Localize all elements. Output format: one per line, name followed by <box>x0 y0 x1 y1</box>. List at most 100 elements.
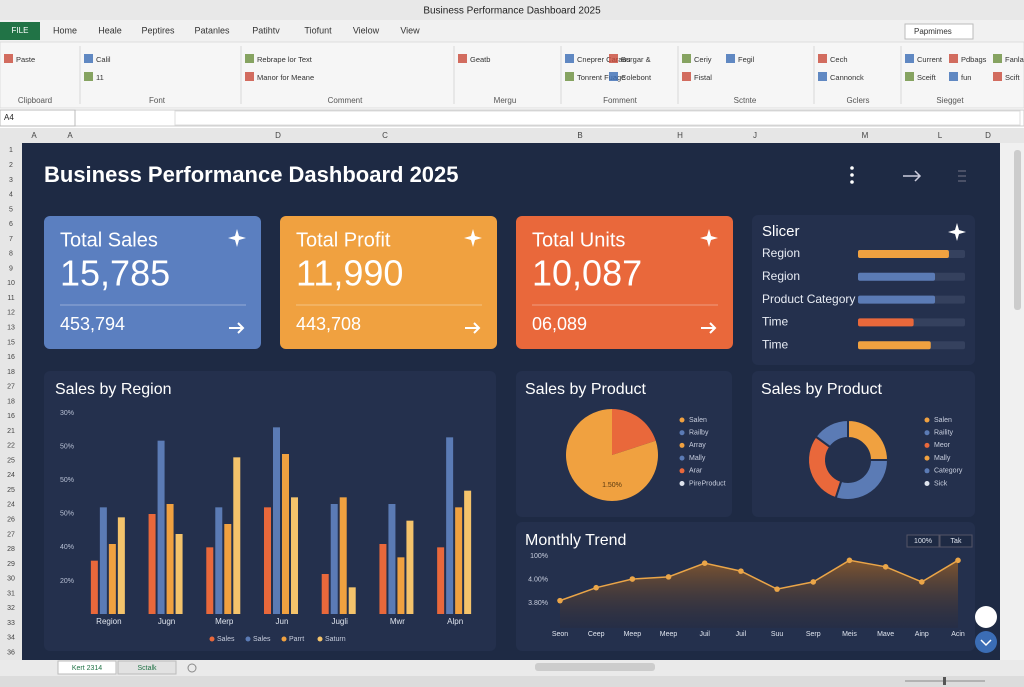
chart-button[interactable] <box>906 534 940 548</box>
menu-dot[interactable] <box>850 166 854 170</box>
ribbon-group-label: Gclers <box>846 96 869 105</box>
ribbon-icon[interactable] <box>609 72 618 81</box>
add-sheet[interactable] <box>187 663 197 673</box>
ribbon-tab: Vielow <box>353 25 380 35</box>
ribbon-icon[interactable] <box>565 72 574 81</box>
menu-dot[interactable] <box>850 173 854 177</box>
ribbon-icon[interactable] <box>682 72 691 81</box>
chart-button-label: 100% <box>914 538 932 545</box>
float-button[interactable] <box>975 606 997 628</box>
list-icon[interactable] <box>958 170 966 182</box>
float-button[interactable] <box>975 631 997 653</box>
kpi-arrow <box>465 322 481 334</box>
ribbon-group-label: Sctnte <box>734 96 757 105</box>
chart-button-label: Tak <box>951 538 962 545</box>
ribbon-icon[interactable] <box>993 54 1002 63</box>
y-tick-label: 3.80% <box>528 600 548 607</box>
x-tick-label: Juil <box>699 631 710 638</box>
legend-label: Parrt <box>289 636 304 643</box>
ribbon-button: Fistal <box>694 73 712 82</box>
legend-label: Sick <box>934 480 948 487</box>
column-header: D <box>985 131 991 140</box>
legend-label: Mally <box>689 455 706 462</box>
legend-swatch <box>924 455 930 461</box>
ribbon-button: Sceift <box>917 73 937 82</box>
row-header: 34 <box>7 635 15 642</box>
ribbon-icon[interactable] <box>905 54 914 63</box>
row-header: 25 <box>7 457 15 464</box>
bar <box>148 514 156 614</box>
trend-line <box>559 559 959 602</box>
ribbon-icon[interactable] <box>609 54 618 63</box>
sheet-tab[interactable] <box>117 660 177 675</box>
x-tick-label: Acin <box>951 631 965 638</box>
bar <box>464 490 472 614</box>
ribbon-button: Calil <box>96 55 111 64</box>
ribbon-icon[interactable] <box>993 72 1002 81</box>
ribbon-icon[interactable] <box>949 54 958 63</box>
x-tick-label: Juil <box>736 631 747 638</box>
legend-label: Saturn <box>325 636 346 643</box>
trend-point <box>665 574 672 580</box>
ribbon-group-label: Comment <box>328 96 363 105</box>
search-box[interactable] <box>904 23 974 40</box>
x-tick-label: Meep <box>624 631 642 638</box>
row-header: 26 <box>7 517 15 524</box>
column-header: J <box>753 131 757 140</box>
chart-button[interactable] <box>939 534 973 548</box>
row-header: 22 <box>7 443 15 450</box>
sparkle-icon <box>948 223 966 241</box>
legend-label: Sales <box>253 636 271 643</box>
ribbon-icon[interactable] <box>565 54 574 63</box>
ribbon-tab: Patihtv <box>252 25 280 35</box>
trend-point <box>810 579 817 585</box>
scroll-thumb[interactable] <box>1014 150 1021 310</box>
row-header: 18 <box>7 369 15 376</box>
h-scroll-thumb[interactable] <box>535 663 655 671</box>
ribbon-icon[interactable] <box>84 72 93 81</box>
formula-input[interactable] <box>174 110 1021 126</box>
arrow-icon[interactable] <box>903 170 922 182</box>
row-header: 2 <box>9 162 13 169</box>
bar <box>206 547 214 614</box>
kpi-title: Total Profit <box>296 229 391 251</box>
ribbon-button: Burgar & <box>621 55 651 64</box>
kpi-card <box>280 216 497 349</box>
trend-point <box>919 579 925 585</box>
ribbon-icon[interactable] <box>726 54 735 63</box>
ribbon-icon[interactable] <box>245 72 254 81</box>
kpi-card <box>516 216 733 349</box>
slicer-item: Time <box>762 337 789 351</box>
x-tick-label: Jun <box>276 617 289 626</box>
ribbon-icon[interactable] <box>682 54 691 63</box>
ribbon-icon[interactable] <box>245 54 254 63</box>
kpi-value: 15,785 <box>60 253 170 294</box>
name-box[interactable] <box>0 109 76 127</box>
trend-area <box>560 560 958 628</box>
ribbon-icon[interactable] <box>818 54 827 63</box>
pie-slice <box>612 409 656 455</box>
sparkle-icon <box>464 229 482 247</box>
ribbon-icon[interactable] <box>905 72 914 81</box>
bar <box>224 524 232 614</box>
ribbon-icon[interactable] <box>818 72 827 81</box>
ribbon-icon[interactable] <box>458 54 467 63</box>
menu-dot[interactable] <box>850 180 854 184</box>
column-header: B <box>577 131 582 140</box>
file-tab[interactable] <box>0 22 40 40</box>
row-header: 25 <box>7 487 15 494</box>
bar <box>437 547 445 614</box>
row-header: 9 <box>9 265 13 272</box>
sheet-tab[interactable] <box>57 660 117 675</box>
row-header: 5 <box>9 206 13 213</box>
kpi-value: 10,087 <box>532 253 642 294</box>
ribbon-icon[interactable] <box>949 72 958 81</box>
column-header: A <box>31 131 37 140</box>
ribbon-icon[interactable] <box>84 54 93 63</box>
ribbon-icon[interactable] <box>4 54 13 63</box>
row-header: 13 <box>7 324 15 331</box>
x-tick-label: Mave <box>877 631 894 638</box>
zoom-knob[interactable] <box>943 677 946 685</box>
trend-point <box>882 564 889 570</box>
row-header: 16 <box>7 354 15 361</box>
